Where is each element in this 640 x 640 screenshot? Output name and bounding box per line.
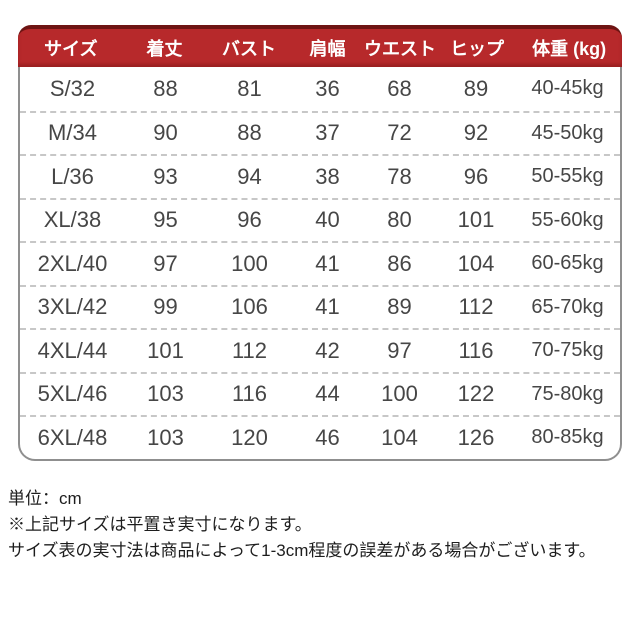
cell-size: L/36 — [51, 163, 94, 189]
cell-bust: 96 — [237, 207, 262, 233]
cell-hip: 96 — [463, 163, 489, 189]
cell-hip: 89 — [463, 75, 489, 101]
cell-length: 95 — [153, 207, 178, 233]
cell-shoulder: 44 — [315, 381, 340, 407]
cell-size: S/32 — [49, 75, 96, 101]
cell-length: 97 — [153, 250, 178, 276]
cell-weight: 55-60kg — [531, 208, 604, 231]
cell-waist: 97 — [387, 337, 412, 363]
cell-weight: 80-85kg — [531, 426, 604, 449]
header-cell-weight: 体重 (kg) — [532, 39, 607, 59]
cell-waist: 89 — [387, 294, 412, 320]
cell-hip: 116 — [458, 337, 494, 363]
header-cell-shoulder: 肩幅 — [309, 39, 346, 59]
cell-weight: 75-80kg — [531, 382, 604, 405]
cell-waist: 86 — [387, 250, 412, 276]
table-row-4xl44: 4XL/44 101 112 42 97 116 70-75kg — [20, 328, 620, 372]
footnotes: 単位：cm ※上記サイズは平置き実寸になります。 サイズ表の実寸法は商品によって… — [8, 486, 596, 564]
cell-hip: 104 — [457, 250, 495, 276]
cell-hip: 126 — [457, 424, 495, 450]
cell-bust: 94 — [237, 163, 262, 189]
header-cell-bust: バスト — [222, 39, 276, 59]
cell-size: XL/38 — [43, 207, 102, 233]
table-row-m34: M/34 90 88 37 72 92 45-50kg — [20, 110, 620, 155]
cell-shoulder: 41 — [315, 250, 340, 276]
cell-size: 3XL/42 — [37, 294, 108, 320]
size-table-body: S/32 88 81 36 68 89 40-45kg M/34 90 88 3… — [18, 67, 622, 461]
cell-bust: 81 — [237, 75, 262, 101]
cell-size: 5XL/46 — [37, 381, 108, 407]
cell-waist: 104 — [381, 424, 418, 450]
cell-size: 4XL/44 — [37, 337, 108, 363]
table-row-s32: S/32 88 81 36 68 89 40-45kg — [20, 67, 620, 111]
header-cell-size: サイズ — [44, 39, 98, 59]
cell-shoulder: 36 — [315, 75, 340, 101]
cell-hip: 112 — [458, 294, 494, 320]
cell-bust: 106 — [231, 294, 268, 320]
cell-hip: 92 — [463, 120, 489, 146]
cell-hip: 122 — [457, 381, 495, 407]
cell-bust: 116 — [231, 381, 268, 407]
cell-waist: 78 — [387, 163, 412, 189]
cell-shoulder: 40 — [315, 207, 340, 233]
cell-shoulder: 38 — [315, 163, 340, 189]
cell-length: 99 — [153, 294, 178, 320]
cell-size: M/34 — [48, 120, 97, 146]
header-cell-waist: ウエスト — [364, 39, 436, 59]
cell-shoulder: 41 — [315, 294, 340, 320]
cell-size: 6XL/48 — [37, 424, 108, 450]
cell-weight: 45-50kg — [531, 121, 604, 144]
measure-note-2: サイズ表の実寸法は商品によって1-3cm程度の誤差がある場合がございます。 — [8, 541, 596, 560]
cell-size: 2XL/40 — [37, 250, 108, 276]
cell-length: 103 — [147, 381, 184, 407]
cell-waist: 100 — [381, 381, 418, 407]
cell-length: 88 — [153, 75, 178, 101]
table-row-6xl48: 6XL/48 103 120 46 104 126 80-85kg — [20, 415, 620, 459]
cell-bust: 100 — [231, 250, 268, 276]
cell-waist: 68 — [387, 75, 412, 101]
cell-weight: 65-70kg — [531, 295, 604, 318]
unit-note: 単位：cm — [8, 489, 82, 508]
table-row-l36: L/36 93 94 38 78 96 50-55kg — [20, 154, 620, 198]
size-chart-table: サイズ 着丈 バスト 肩幅 ウエスト ヒップ 体重 (kg) S/32 88 8… — [18, 25, 622, 461]
table-row-5xl46: 5XL/46 103 116 44 100 122 75-80kg — [20, 371, 620, 416]
cell-length: 101 — [147, 337, 184, 363]
cell-weight: 70-75kg — [531, 339, 604, 362]
table-row-xl38: XL/38 95 96 40 80 101 55-60kg — [20, 197, 620, 242]
cell-shoulder: 37 — [315, 120, 340, 146]
cell-length: 93 — [153, 163, 178, 189]
header-cell-hip: ヒップ — [450, 39, 504, 59]
cell-weight: 40-45kg — [531, 77, 604, 100]
cell-bust: 88 — [237, 120, 262, 146]
cell-bust: 120 — [231, 424, 268, 450]
header-cell-length: 着丈 — [146, 39, 183, 59]
cell-waist: 80 — [387, 207, 412, 233]
cell-weight: 60-65kg — [531, 252, 604, 275]
table-row-2xl40: 2XL/40 97 100 41 86 104 60-65kg — [20, 241, 620, 285]
cell-shoulder: 42 — [315, 337, 340, 363]
size-table-header-row: サイズ 着丈 バスト 肩幅 ウエスト ヒップ 体重 (kg) — [18, 25, 622, 67]
cell-shoulder: 46 — [315, 424, 340, 450]
cell-bust: 112 — [231, 337, 268, 363]
cell-weight: 50-55kg — [531, 165, 604, 188]
cell-hip: 101 — [457, 207, 495, 233]
cell-waist: 72 — [387, 120, 412, 146]
cell-length: 103 — [147, 424, 184, 450]
table-row-3xl42: 3XL/42 99 106 41 89 112 65-70kg — [20, 284, 620, 329]
measure-note-1: ※上記サイズは平置き実寸になります。 — [8, 515, 312, 534]
cell-length: 90 — [153, 120, 178, 146]
